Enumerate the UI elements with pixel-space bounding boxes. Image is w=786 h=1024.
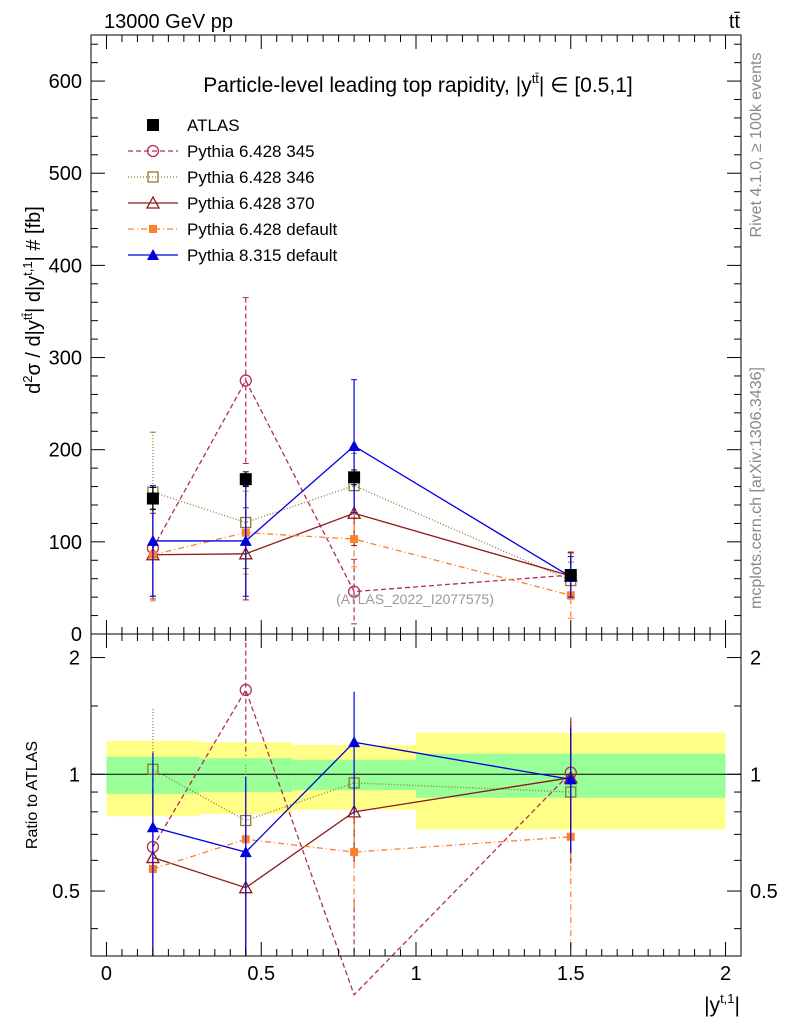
legend: ATLAS Pythia 6.428 345 Pythia 6.428 346 Pyt… <box>128 116 338 265</box>
legend-marker-pythia-8-315-default <box>147 249 159 260</box>
ratio-point-pythia-8-315-default-2 <box>348 736 361 748</box>
x-tick-label-4: 2 <box>720 963 731 985</box>
y-tick-label-5: 500 <box>49 163 82 185</box>
source-label: mcplots.cern.ch [arXiv:1306.3436] <box>748 367 765 609</box>
y-label-d: tt̄ <box>20 313 35 321</box>
point-pythia-6-428-345-1 <box>239 374 252 387</box>
x-label-main: |y <box>704 994 720 1017</box>
x-axis-label: |yt,1| <box>704 991 740 1017</box>
y-tick-label-6: 600 <box>49 71 82 93</box>
legend-label-pythia-8-315-default: Pythia 8.315 default <box>187 246 338 265</box>
x-tick-label-0: 0 <box>101 963 112 985</box>
ratio-point-pythia-8-315-default-3 <box>564 773 577 785</box>
legend-entry-pythia-6-428-370: Pythia 6.428 370 <box>128 194 315 213</box>
legend-entry-pythia-6-428-default: Pythia 6.428 default <box>128 220 338 239</box>
y-tick-label-2: 200 <box>49 440 82 462</box>
y-tick-label-3: 300 <box>49 348 82 370</box>
energy-label: 13000 GeV pp <box>104 11 233 33</box>
y-label-a: d <box>23 383 45 394</box>
legend-entry-pythia-6-428-345: Pythia 6.428 345 <box>128 142 315 161</box>
series-pythia-6-428-345 <box>146 297 577 625</box>
line-pythia-6-428-370 <box>152 512 571 577</box>
line-pythia-6-428-345 <box>152 379 571 593</box>
legend-label-pythia-6-428-345: Pythia 6.428 345 <box>187 142 315 161</box>
ratio-tick-label-right-1: 1 <box>750 764 761 786</box>
chart-title: Particle-level leading top rapidity, |yt… <box>203 71 632 97</box>
point-atlas-1 <box>239 473 252 486</box>
y-label-e: | d|y <box>23 276 45 313</box>
ratio-point-pythia-8-315-default-1 <box>239 846 252 858</box>
y-label-c: σ / d|y <box>23 320 45 375</box>
y-tick-label-1: 100 <box>49 532 82 554</box>
ratio-line-pythia-8-315-default <box>152 741 571 853</box>
ratio-point-pythia-6-428-345-1 <box>239 683 252 697</box>
ratio-panel: 0.5 0.5 1 1 2 2 0 0.5 1 1.5 2 Ratio to ATLAS |yt,… <box>24 633 778 1017</box>
legend-label-pythia-6-428-default: Pythia 6.428 default <box>187 220 338 239</box>
line-pythia-6-428-default <box>152 531 571 596</box>
line-pythia-8-315-default <box>152 445 572 578</box>
ratio-point-pythia-6-428-default-2 <box>350 848 359 857</box>
ratio-point-pythia-6-428-370-2 <box>347 804 362 818</box>
x-tick-label-1: 0.5 <box>247 963 275 985</box>
x-tick-label-2: 1 <box>410 963 421 985</box>
point-pythia-8-315-default-0 <box>146 534 159 546</box>
point-pythia-8-315-default-2 <box>348 440 361 452</box>
ratio-line-pythia-6-428-370 <box>152 777 571 889</box>
ratio-tick-label-right-2: 2 <box>750 648 761 670</box>
chart-title-main: Particle-level leading top rapidity, |y <box>203 74 532 97</box>
ratio-y-axis-label: Ratio to ATLAS <box>24 741 41 849</box>
point-pythia-6-428-345-2 <box>347 585 361 598</box>
legend-label-pythia-6-428-346: Pythia 6.428 346 <box>187 168 315 187</box>
ratio-line-pythia-6-428-default <box>152 836 571 870</box>
legend-entry-pythia-8-315-default: Pythia 8.315 default <box>128 246 338 265</box>
x-label-tail: | <box>735 994 740 1017</box>
chart-title-sup: tt̄ <box>532 71 540 86</box>
legend-label-pythia-6-428-370: Pythia 6.428 370 <box>187 194 315 213</box>
point-pythia-6-428-default-2 <box>350 535 359 544</box>
process-label: tt̄ <box>729 11 741 33</box>
legend-entry-pythia-6-428-346: Pythia 6.428 346 <box>128 168 315 187</box>
legend-marker-atlas <box>147 119 159 131</box>
series-atlas <box>146 469 577 582</box>
ratio-tick-label-left-2: 2 <box>69 648 80 670</box>
point-atlas-2 <box>348 471 361 484</box>
legend-marker-pythia-6-428-346 <box>147 171 159 183</box>
point-atlas-3 <box>564 569 577 582</box>
y-label-b: 2 <box>20 376 35 383</box>
legend-entry-atlas: ATLAS <box>147 116 240 135</box>
watermark: (ATLAS_2022_I2077575) <box>336 591 494 607</box>
main-panel: 0 100 200 300 400 500 600 Particle-level leadi… <box>20 34 742 646</box>
ratio-point-pythia-8-315-default-0 <box>146 821 159 833</box>
line-pythia-6-428-346 <box>152 484 572 582</box>
rivet-label: Rivet 4.1.0, ≥ 100k events <box>748 53 765 238</box>
legend-label-atlas: ATLAS <box>187 116 240 135</box>
chart-title-tail: | ∈ [0.5,1] <box>539 74 633 97</box>
ratio-tick-label-left-1: 1 <box>69 764 80 786</box>
y-label-f: t,1 <box>20 261 35 275</box>
ratio-line-pythia-6-428-345 <box>152 688 572 997</box>
legend-marker-pythia-6-428-345 <box>146 144 160 158</box>
point-pythia-8-315-default-1 <box>239 534 252 546</box>
series-pythia-8-315-default <box>146 379 577 598</box>
ratio-tick-label-right-0: 0.5 <box>750 881 778 903</box>
y-label-g: | # [fb] <box>23 206 45 261</box>
x-label-sup: t,1 <box>720 991 734 1006</box>
y-tick-label-4: 400 <box>49 255 82 277</box>
legend-marker-pythia-6-428-default <box>149 225 157 233</box>
y-tick-label-0: 0 <box>71 624 82 646</box>
y-axis-label: d2σ / d|ytt̄| d|yt,1| # [fb] <box>20 206 45 394</box>
x-tick-label-3: 1.5 <box>557 963 585 985</box>
ratio-tick-label-left-0: 0.5 <box>52 881 80 903</box>
legend-marker-pythia-6-428-370 <box>145 195 161 209</box>
ratio-series-pythia-8-315-default <box>146 691 577 956</box>
point-atlas-0 <box>146 492 159 505</box>
